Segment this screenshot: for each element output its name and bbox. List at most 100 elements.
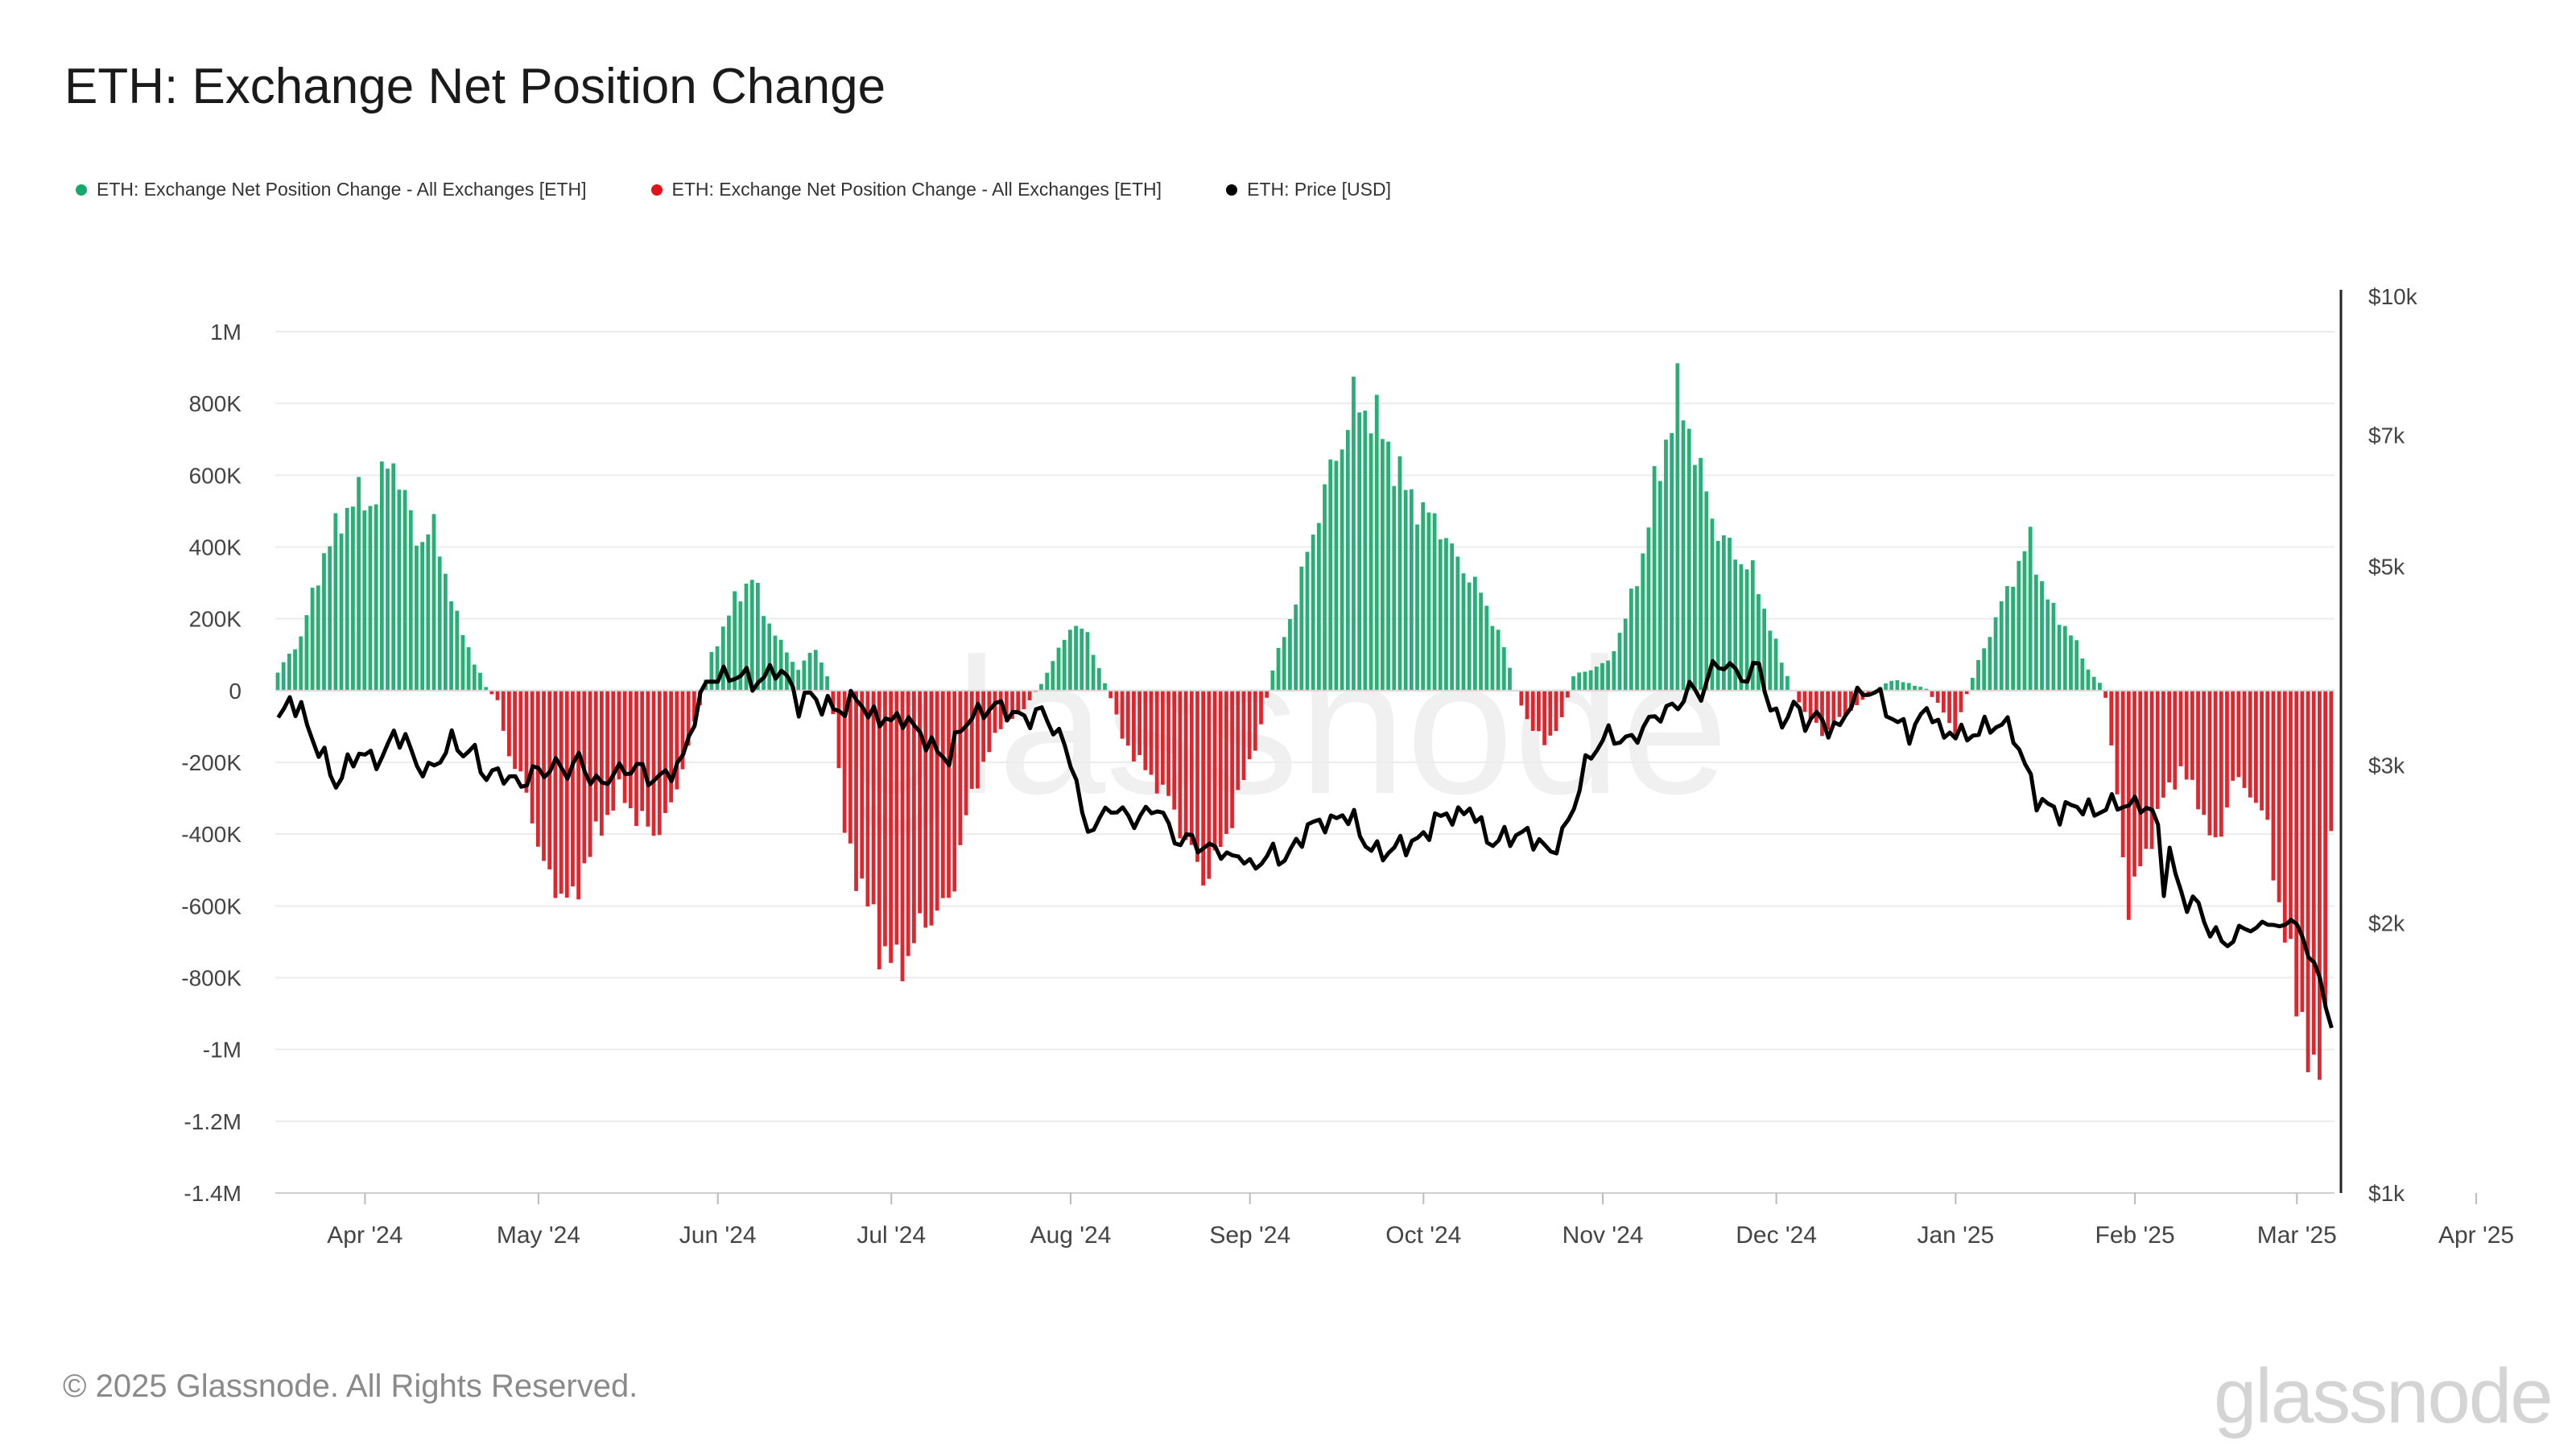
- inflow-bar: [299, 636, 303, 691]
- inflow-bar: [2028, 526, 2033, 691]
- inflow-bar: [472, 664, 477, 691]
- inflow-bar: [1386, 441, 1390, 691]
- x-tick-label: Jul '24: [857, 1222, 926, 1249]
- outflow-bar: [489, 690, 494, 695]
- outflow-bar: [1201, 690, 1206, 886]
- inflow-bar: [1345, 430, 1350, 691]
- inflow-bar: [784, 652, 789, 691]
- inflow-bar: [281, 662, 286, 691]
- inflow-bar: [1779, 663, 1784, 691]
- outflow-bar: [1941, 690, 1946, 713]
- inflow-bar: [333, 513, 338, 691]
- inflow-bar: [2074, 640, 2079, 691]
- outflow-bar: [906, 690, 910, 956]
- outflow-bar: [507, 690, 511, 757]
- x-tick-label: Nov '24: [1563, 1222, 1644, 1249]
- inflow-bar: [339, 533, 344, 691]
- legend-item-price[interactable]: ETH: Price [USD]: [1226, 179, 1391, 200]
- inflow-bar: [1096, 667, 1101, 691]
- outflow-bar: [2277, 690, 2281, 902]
- outflow-bar: [2155, 690, 2160, 809]
- inflow-bar: [791, 662, 795, 691]
- x-tick-label: Oct '24: [1385, 1222, 1461, 1249]
- outflow-bar: [2271, 690, 2276, 881]
- outflow-bar: [969, 690, 974, 789]
- inflow-bar: [2051, 602, 2056, 691]
- outflow-bar: [1027, 690, 1032, 700]
- outflow-bar: [842, 690, 847, 833]
- outflow-bar: [900, 690, 905, 981]
- inflow-bar: [733, 591, 737, 691]
- inflow-bar: [1652, 466, 1657, 691]
- outflow-bar: [1814, 690, 1818, 723]
- outflow-bar: [1964, 690, 1969, 695]
- outflow-bar: [622, 690, 627, 803]
- outflow-bar: [929, 690, 934, 926]
- inflow-bar: [1918, 687, 1923, 691]
- inflow-bar: [1982, 648, 1987, 691]
- inflow-bar: [362, 510, 367, 691]
- inflow-bar: [293, 649, 297, 691]
- outflow-bar: [1218, 690, 1223, 848]
- x-tick-label: Mar '25: [2257, 1222, 2337, 1249]
- legend-item-outflow[interactable]: ETH: Exchange Net Position Change - All …: [650, 179, 1162, 200]
- legend: ETH: Exchange Net Position Change - All …: [76, 179, 1391, 200]
- outflow-bar: [2173, 690, 2178, 790]
- outflow-bar: [940, 690, 945, 898]
- outflow-bar: [2323, 690, 2328, 1008]
- inflow-bar: [1305, 551, 1310, 691]
- inflow-bar: [1571, 676, 1575, 691]
- inflow-bar: [727, 615, 731, 691]
- outflow-bar: [1530, 690, 1535, 731]
- inflow-bar: [813, 650, 818, 691]
- outflow-bar: [1802, 690, 1807, 712]
- outflow-bar: [2294, 690, 2299, 1017]
- outflow-bar: [1849, 690, 1853, 711]
- outflow-bar: [964, 690, 968, 815]
- inflow-bar: [1721, 535, 1726, 691]
- outflow-bar: [1548, 690, 1553, 736]
- inflow-bar: [391, 463, 396, 691]
- chart-watermark: glassnode: [848, 618, 1728, 834]
- outflow-bar: [1253, 690, 1257, 751]
- inflow-bar: [1594, 667, 1599, 691]
- inflow-bar: [1334, 460, 1339, 691]
- outflow-bar: [1554, 690, 1558, 732]
- x-tick-label: May '24: [497, 1222, 580, 1249]
- inflow-bar: [1067, 630, 1072, 691]
- outflow-bar: [1224, 690, 1228, 834]
- outflow-bar: [1004, 690, 1009, 722]
- outflow-bar: [1195, 690, 1199, 862]
- x-tick-label: Sep '24: [1209, 1222, 1290, 1249]
- inflow-bar: [819, 663, 824, 691]
- inflow-bar: [1641, 553, 1645, 691]
- inflow-bar: [1728, 537, 1732, 691]
- y-right-tick-label: $3k: [2368, 753, 2405, 778]
- inflow-bar: [1768, 630, 1773, 691]
- inflow-bar: [1352, 376, 1356, 691]
- inflow-bar: [2046, 599, 2050, 691]
- outflow-bar: [524, 690, 529, 793]
- inflow-bar: [1924, 688, 1929, 691]
- inflow-bar: [310, 588, 315, 691]
- x-tick-label: Jun '24: [679, 1222, 757, 1249]
- inflow-bar: [1583, 671, 1587, 691]
- outflow-bar: [646, 690, 650, 827]
- outflow-bar: [2138, 690, 2143, 867]
- outflow-bar: [2149, 690, 2154, 849]
- x-tick-label: Apr '25: [2438, 1222, 2514, 1249]
- outflow-bar: [987, 690, 992, 753]
- outflow-bar: [1559, 690, 1564, 718]
- legend-item-inflow[interactable]: ETH: Exchange Net Position Change - All …: [76, 179, 587, 200]
- inflow-bar: [1363, 411, 1368, 691]
- inflow-bar: [1600, 663, 1604, 691]
- inflow-bar: [778, 639, 783, 691]
- outflow-bar: [669, 690, 673, 803]
- outflow-bar: [1114, 690, 1119, 715]
- outflow-bar: [680, 690, 685, 770]
- inflow-bar: [1629, 588, 1633, 691]
- inflow-bar: [374, 504, 378, 691]
- outflow-bar: [576, 690, 581, 900]
- inflow-bar: [1744, 569, 1749, 691]
